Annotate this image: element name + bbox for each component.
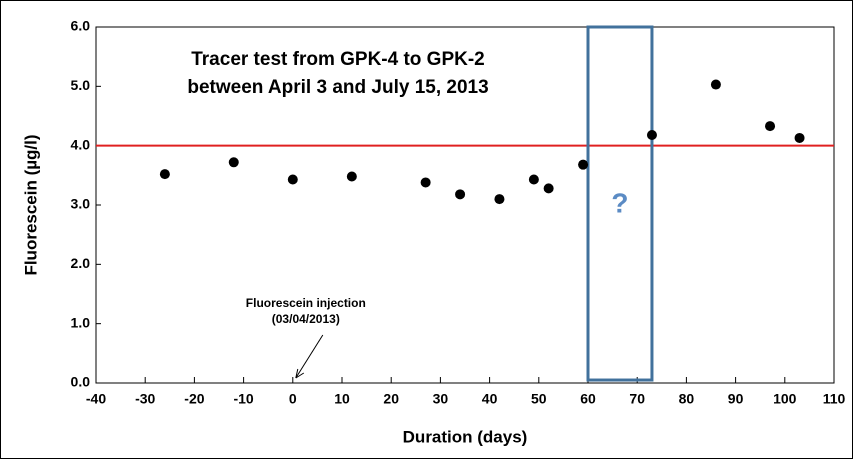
data-point (528, 174, 539, 185)
x-tick-label: -10 (233, 391, 253, 407)
data-point (710, 79, 721, 90)
x-axis-label: Duration (days) (403, 427, 528, 446)
highlight-label: ? (611, 187, 628, 218)
data-point (159, 169, 170, 180)
x-tick-label: 30 (433, 391, 449, 407)
x-tick-label: 50 (531, 391, 547, 407)
annotation-text: (03/04/2013) (272, 312, 340, 326)
data-point (346, 171, 357, 182)
highlight-box (586, 25, 654, 382)
chart-title: Tracer test from GPK-4 to GPK-2 (191, 49, 485, 70)
x-tick-label: 80 (679, 391, 695, 407)
data-point (543, 183, 554, 194)
chart-title: between April 3 and July 15, 2013 (187, 77, 488, 98)
x-tick-label: 110 (823, 391, 846, 407)
annotation-text: Fluorescein injection (246, 296, 366, 310)
y-tick-label: 1.0 (71, 314, 91, 330)
x-tick-label: -30 (135, 391, 155, 407)
y-tick-label: 0.0 (71, 374, 91, 390)
x-tick-label: 90 (728, 391, 744, 407)
y-tick-label: 2.0 (71, 255, 91, 271)
x-tick-label: -20 (184, 391, 204, 407)
y-tick-label: 3.0 (71, 196, 91, 212)
data-point (494, 194, 505, 205)
data-point (765, 121, 776, 132)
data-point (794, 132, 805, 143)
x-tick-label: 100 (773, 391, 797, 407)
x-tick-label: 20 (383, 391, 399, 407)
x-tick-label: -40 (86, 391, 106, 407)
data-point (287, 174, 298, 185)
y-tick-label: 6.0 (71, 18, 91, 34)
x-tick-label: 0 (289, 391, 297, 407)
x-tick-label: 40 (482, 391, 498, 407)
data-point (420, 177, 431, 188)
annotation-arrow (295, 334, 324, 379)
x-tick-label: 10 (334, 391, 350, 407)
data-point (455, 189, 466, 200)
data-point (646, 129, 657, 140)
annotation-arrowhead (295, 368, 305, 379)
y-tick-label: 4.0 (71, 136, 91, 152)
y-tick-label: 5.0 (71, 77, 91, 93)
data-point (578, 159, 589, 170)
x-tick-label: 60 (580, 391, 596, 407)
y-axis-label: Fluorescein (µg/l) (21, 134, 40, 275)
data-point (228, 157, 239, 168)
x-tick-label: 70 (629, 391, 645, 407)
